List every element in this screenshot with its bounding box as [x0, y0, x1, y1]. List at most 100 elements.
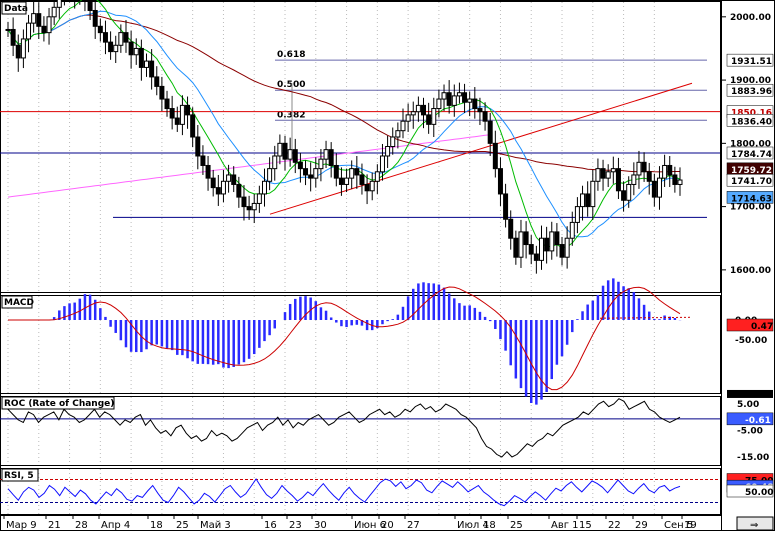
candle-body — [605, 171, 611, 179]
candle-body — [446, 92, 452, 106]
candle-body — [564, 237, 570, 258]
scroll-right-button[interactable] — [736, 516, 774, 531]
candle-body — [26, 22, 32, 40]
candle-body — [354, 168, 360, 176]
candle-body — [113, 44, 119, 53]
candle-body — [580, 193, 586, 208]
candle-body — [154, 76, 160, 87]
roc-tag — [726, 412, 774, 426]
candle-body — [631, 174, 637, 185]
candle-body — [513, 237, 519, 258]
candle-body — [549, 231, 555, 252]
candle-body — [667, 164, 673, 176]
trend-line — [269, 82, 693, 215]
candle-body — [544, 237, 550, 252]
candle-body — [215, 187, 221, 195]
roc-tick-label: -5.00 — [737, 427, 763, 437]
date-label: 19 — [684, 520, 697, 531]
rsi-line — [7, 478, 681, 507]
candle-body — [559, 244, 565, 258]
candle-body — [267, 168, 273, 182]
roc-line — [7, 398, 681, 458]
candle-body — [431, 108, 437, 125]
candle-body — [482, 111, 488, 122]
candle-body — [323, 149, 329, 160]
candle-body — [102, 32, 108, 43]
candle-body — [231, 174, 237, 185]
candle-body — [195, 136, 201, 157]
corner-box — [722, 1, 774, 5]
candle-body — [333, 164, 339, 179]
fibonacci-retracement — [113, 59, 707, 218]
date-label: Июн 6 — [354, 520, 386, 531]
candle-body — [523, 231, 529, 246]
price-pane-title: Data — [4, 4, 28, 14]
candle-body — [5, 28, 11, 31]
candle-body — [621, 190, 627, 201]
roc-tick-label: -15.00 — [737, 453, 769, 463]
price-tag-label: 1836.40 — [731, 117, 772, 127]
date-label: 15 — [579, 520, 592, 531]
ma-pink-line — [7, 134, 491, 198]
price-tag-label: 1931.51 — [731, 57, 772, 67]
candle-body — [56, 0, 62, 8]
candle-body — [308, 174, 314, 179]
candle-body — [662, 164, 668, 179]
candle-body — [297, 161, 303, 170]
candle-body — [282, 142, 288, 160]
candle-body — [149, 60, 155, 78]
candle-body — [138, 47, 144, 68]
price-tick-label: 1900.00 — [730, 76, 771, 86]
candle-body — [287, 149, 293, 160]
candle-body — [677, 179, 683, 185]
candle-body — [359, 174, 365, 185]
candle-body — [487, 120, 493, 144]
candle-body — [349, 168, 355, 179]
date-label: 27 — [407, 520, 420, 531]
candle-body — [241, 196, 247, 208]
date-label: 21 — [48, 520, 61, 531]
candle-body — [190, 114, 196, 138]
candle-body — [128, 41, 134, 56]
date-label: 18 — [150, 520, 163, 531]
candle-body — [41, 25, 47, 34]
date-label: 29 — [635, 520, 648, 531]
candle-body — [303, 168, 309, 176]
candle-body — [364, 183, 370, 192]
candle-body — [595, 168, 601, 182]
macd-tag-label: 0.47 — [751, 322, 773, 332]
date-label: 22 — [608, 520, 621, 531]
date-label: 25 — [176, 520, 189, 531]
macd-pane-title: MACD — [4, 298, 34, 308]
candle-body — [344, 177, 350, 185]
candle-body — [538, 237, 544, 261]
candle-body — [185, 104, 191, 116]
candle-body — [123, 32, 129, 43]
candle-body — [133, 47, 139, 56]
candle-body — [390, 136, 396, 147]
candle-body — [318, 158, 324, 170]
candle-body — [503, 193, 509, 220]
candle-body — [672, 174, 678, 185]
candle-body — [600, 168, 606, 179]
price-tick-label: 2000.00 — [730, 13, 771, 23]
candle-body — [615, 168, 621, 192]
candle-body — [92, 9, 98, 27]
candle-body — [15, 44, 21, 59]
roc-title-box — [1, 396, 115, 410]
candle-body — [97, 25, 103, 34]
candle-body — [656, 177, 662, 198]
candle-body — [554, 231, 560, 246]
candle-body — [338, 177, 344, 185]
date-label: Июл 4 — [457, 520, 489, 531]
candle-body — [477, 108, 483, 113]
price-tag-label: 1784.74 — [731, 150, 772, 160]
date-label: 23 — [289, 520, 302, 531]
candle-body — [436, 98, 442, 110]
candle-body — [261, 180, 267, 195]
candle-body — [528, 244, 534, 255]
candle-body — [251, 202, 257, 211]
date-label: 30 — [314, 520, 327, 531]
